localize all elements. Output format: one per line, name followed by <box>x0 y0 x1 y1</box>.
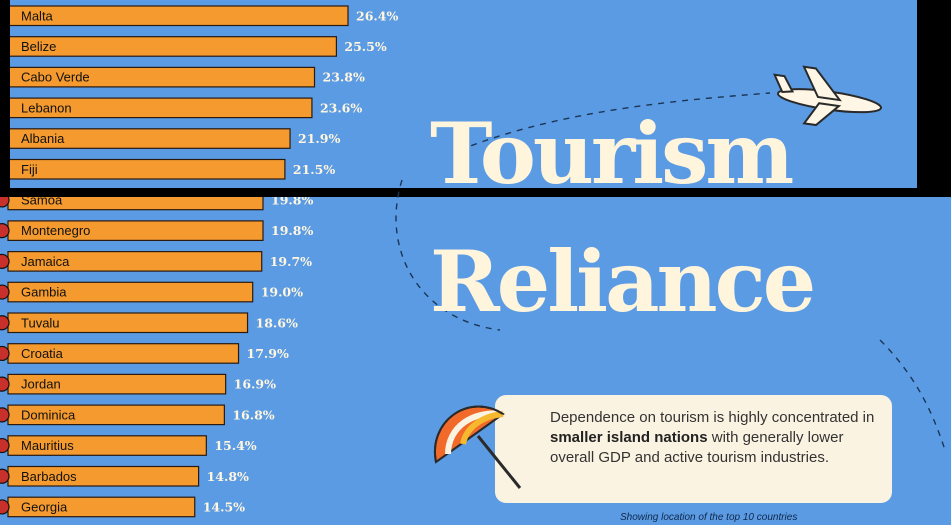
value-label: 26.4% <box>356 8 398 23</box>
category-label: Dominica <box>21 407 76 422</box>
flag-icon <box>0 376 10 392</box>
info-text-after: with generally lower overall GDP and act… <box>550 429 844 466</box>
category-label: Albania <box>21 131 65 146</box>
beach-umbrella-icon <box>428 392 538 497</box>
category-label: Cabo Verde <box>21 70 90 85</box>
info-box: Dependence on tourism is highly concentr… <box>495 395 892 503</box>
category-label: Jordan <box>21 377 61 392</box>
flag-icon <box>0 468 10 484</box>
title-line-2: Reliance <box>430 232 816 331</box>
black-band-bottom <box>10 188 951 197</box>
info-text-bold: smaller island nations <box>550 429 708 446</box>
value-label: 21.9% <box>298 131 340 146</box>
flag-icon <box>0 499 10 515</box>
category-label: Belize <box>21 39 56 54</box>
value-label: 19.7% <box>270 254 312 269</box>
value-label: 14.8% <box>207 469 249 484</box>
category-label: Barbados <box>21 469 77 484</box>
category-label: Tuvalu <box>21 315 60 330</box>
flag-icon <box>0 407 10 423</box>
value-label: 16.9% <box>234 377 276 392</box>
value-label: 23.6% <box>320 100 362 115</box>
category-label: Jamaica <box>21 254 70 269</box>
category-label: Gambia <box>21 285 67 300</box>
category-label: Fiji <box>21 162 38 177</box>
category-label: Georgia <box>21 499 68 514</box>
title-line-1: Tourism <box>430 104 794 203</box>
airplane-icon <box>760 62 890 137</box>
value-label: 19.8% <box>271 223 313 238</box>
value-label: 23.8% <box>323 70 365 85</box>
flag-icon <box>0 253 10 269</box>
category-label: Montenegro <box>21 223 90 238</box>
footnote: Showing location of the top 10 countries <box>620 512 798 523</box>
value-label: 15.4% <box>214 438 256 453</box>
black-band-left <box>0 0 10 197</box>
value-label: 25.5% <box>344 39 386 54</box>
value-label: 17.9% <box>247 346 289 361</box>
category-label: Mauritius <box>21 438 74 453</box>
category-label: Malta <box>21 8 54 23</box>
value-label: 14.5% <box>203 499 245 514</box>
category-label: Croatia <box>21 346 64 361</box>
flag-icon <box>0 284 10 300</box>
flag-icon <box>0 437 10 454</box>
flag-icon <box>0 315 10 331</box>
value-label: 16.8% <box>232 407 274 422</box>
black-band-right <box>917 0 951 197</box>
info-text-before: Dependence on tourism is highly concentr… <box>550 409 875 426</box>
value-label: 19.0% <box>261 285 303 300</box>
value-label: 21.5% <box>293 162 335 177</box>
flag-icon <box>0 223 10 239</box>
flag-icon <box>0 345 10 362</box>
value-label: 18.6% <box>256 315 298 330</box>
category-label: Lebanon <box>21 100 72 115</box>
